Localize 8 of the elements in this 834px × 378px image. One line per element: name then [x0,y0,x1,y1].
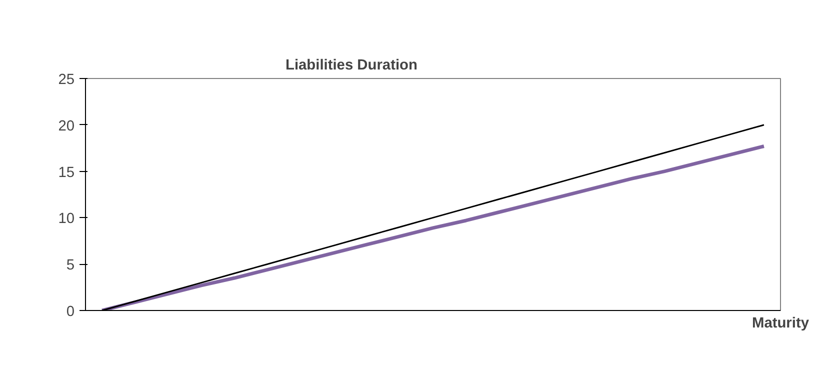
y-tick-label: 10 [58,211,75,228]
y-tick-label: 25 [58,72,75,88]
y-tick-label: 15 [58,164,75,181]
y-tick-label: 0 [66,304,75,320]
x-axis-title: Maturity [752,316,810,332]
chart-title: Liabilities Duration [286,58,418,74]
y-tick-label: 5 [66,258,75,274]
y-tick-label: 20 [58,118,75,134]
